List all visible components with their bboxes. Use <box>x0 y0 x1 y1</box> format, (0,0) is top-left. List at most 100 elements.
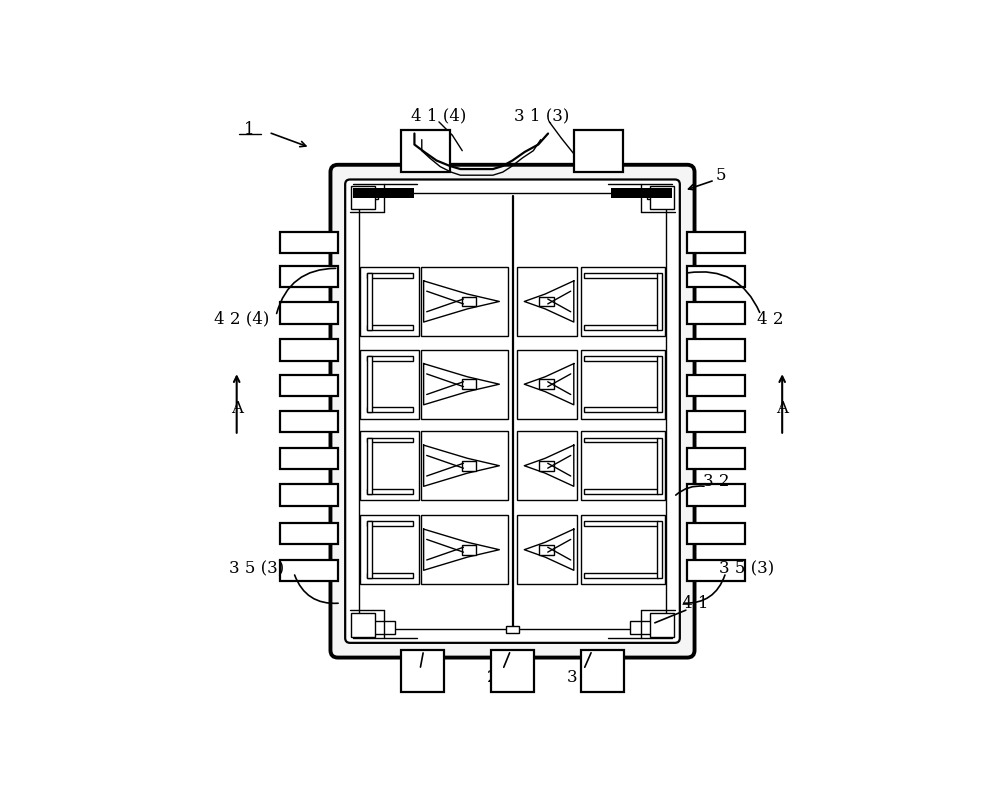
Bar <box>351 185 375 209</box>
Bar <box>539 380 554 389</box>
Bar <box>367 521 416 578</box>
Bar <box>630 621 665 634</box>
Bar <box>367 573 413 578</box>
Bar <box>657 521 662 578</box>
Bar <box>360 621 395 634</box>
Bar <box>687 302 745 324</box>
Text: 3 5 (3): 3 5 (3) <box>719 560 774 577</box>
Bar <box>584 573 658 578</box>
Bar <box>647 193 671 199</box>
Polygon shape <box>524 281 574 322</box>
Text: 5: 5 <box>716 166 726 184</box>
Bar <box>687 232 745 253</box>
FancyBboxPatch shape <box>345 179 680 643</box>
Bar <box>650 185 674 209</box>
Text: 4 2: 4 2 <box>757 310 783 328</box>
Bar <box>657 356 662 412</box>
Bar <box>574 131 623 172</box>
Bar <box>421 267 508 336</box>
Bar <box>584 521 658 526</box>
Bar <box>584 408 658 412</box>
Text: A: A <box>231 400 243 416</box>
Bar <box>462 544 476 555</box>
Bar <box>539 544 554 555</box>
Bar <box>539 461 554 470</box>
Bar <box>367 325 413 330</box>
Text: 2 7: 2 7 <box>487 669 513 686</box>
Bar <box>584 438 661 494</box>
Bar <box>687 266 745 287</box>
Text: 4 1 (4): 4 1 (4) <box>411 107 467 124</box>
Bar <box>421 431 508 500</box>
Bar <box>581 267 665 336</box>
Bar <box>280 485 338 506</box>
Bar <box>657 273 662 330</box>
Bar <box>584 521 661 578</box>
Bar <box>517 267 577 336</box>
Bar <box>650 614 674 637</box>
Bar <box>367 521 372 578</box>
Text: 1: 1 <box>244 121 254 138</box>
Bar <box>367 356 416 412</box>
Bar <box>584 273 658 278</box>
Polygon shape <box>524 364 574 405</box>
Text: 4 1: 4 1 <box>682 595 708 611</box>
Text: A: A <box>776 400 788 416</box>
Bar <box>506 626 519 633</box>
Text: 3 5 (3): 3 5 (3) <box>229 560 284 577</box>
Bar <box>367 489 413 494</box>
Text: 3 1 (3): 3 1 (3) <box>514 107 570 124</box>
Bar <box>581 650 624 692</box>
Bar <box>584 356 658 361</box>
Bar <box>367 356 413 361</box>
Bar <box>687 485 745 506</box>
Bar <box>581 515 665 584</box>
FancyBboxPatch shape <box>330 165 695 657</box>
Bar <box>354 193 378 199</box>
Polygon shape <box>524 529 574 570</box>
Text: 2 8: 2 8 <box>404 669 431 686</box>
Bar <box>517 431 577 500</box>
Text: 3 1: 3 1 <box>567 669 593 686</box>
Bar <box>401 131 450 172</box>
Bar <box>280 232 338 253</box>
Polygon shape <box>424 445 499 486</box>
Bar <box>367 356 372 412</box>
Bar <box>421 350 508 419</box>
Text: 3 2: 3 2 <box>703 473 729 490</box>
Bar <box>360 350 419 419</box>
Bar <box>657 438 662 494</box>
Bar <box>353 188 414 198</box>
Bar <box>367 273 413 278</box>
Bar <box>351 614 375 637</box>
Bar <box>401 650 444 692</box>
Bar <box>584 325 658 330</box>
Bar <box>687 560 745 581</box>
Bar <box>581 431 665 500</box>
Bar <box>462 297 476 306</box>
Bar <box>280 266 338 287</box>
Bar <box>581 350 665 419</box>
Bar <box>539 297 554 306</box>
Bar <box>367 438 416 494</box>
Bar <box>367 408 413 412</box>
Bar <box>280 411 338 432</box>
Bar <box>359 193 666 630</box>
Bar <box>517 515 577 584</box>
Bar <box>421 515 508 584</box>
Bar <box>517 350 577 419</box>
Bar <box>611 188 672 198</box>
Bar <box>462 461 476 470</box>
Bar <box>367 438 372 494</box>
Text: 4 2 (4): 4 2 (4) <box>214 310 269 328</box>
Bar <box>280 523 338 544</box>
Bar <box>367 273 372 330</box>
Bar <box>280 560 338 581</box>
Bar <box>367 521 413 526</box>
Bar <box>687 411 745 432</box>
Bar <box>584 438 658 443</box>
Bar <box>280 302 338 324</box>
Bar <box>584 273 661 330</box>
Bar <box>360 431 419 500</box>
Bar <box>360 267 419 336</box>
